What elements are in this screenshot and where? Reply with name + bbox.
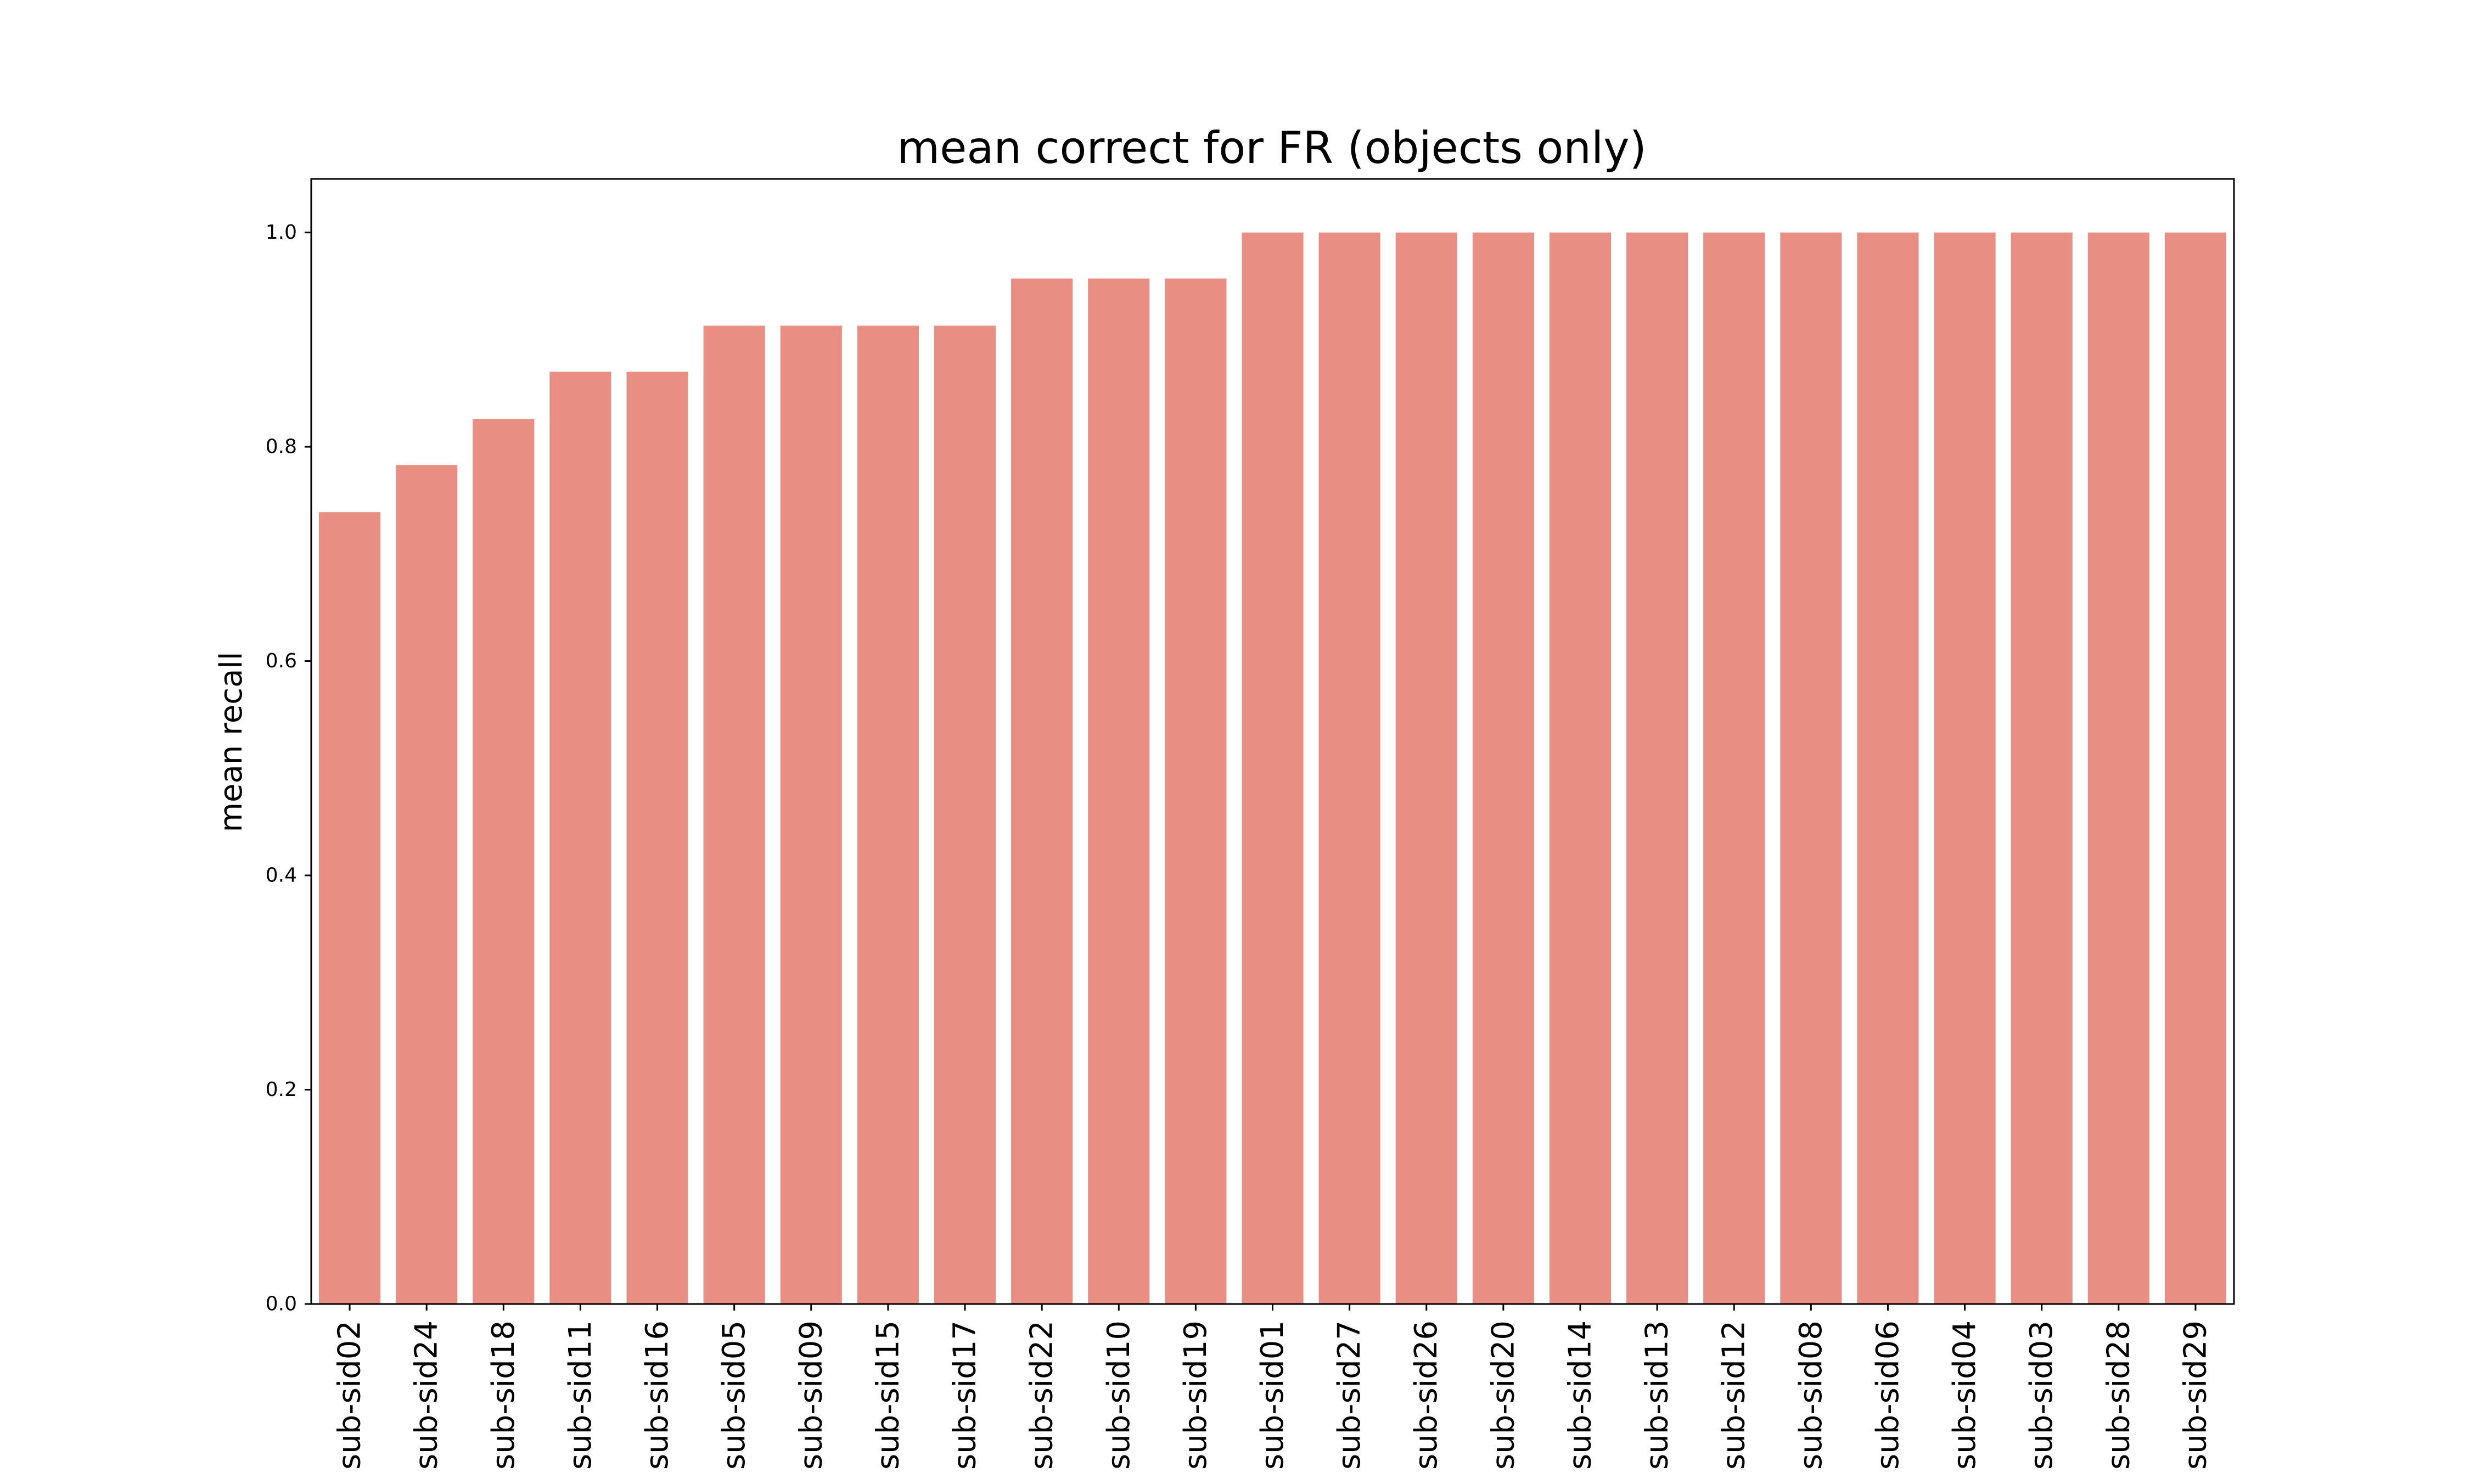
bar-sub-sid19: [1165, 278, 1227, 1305]
bar-sub-sid18: [473, 419, 535, 1305]
x-tick-label: sub-sid05: [716, 1320, 752, 1470]
y-tick-label: 1.0: [266, 221, 297, 244]
x-axis: sub-sid02 sub-sid24 sub-sid18 sub-sid11 sub-…: [332, 1304, 2213, 1470]
x-tick-label: sub-sid29: [2177, 1320, 2213, 1470]
x-tick-label: sub-sid14: [1562, 1320, 1598, 1470]
x-tick-label: sub-sid26: [1408, 1320, 1444, 1470]
x-tick-label: sub-sid03: [2024, 1320, 2059, 1470]
bar-sub-sid05: [703, 325, 765, 1304]
x-tick-label: sub-sid18: [486, 1320, 521, 1470]
bar-sub-sid12: [1703, 232, 1765, 1305]
x-tick-label: sub-sid24: [409, 1320, 445, 1470]
bar-sub-sid27: [1318, 232, 1380, 1305]
y-axis-title: mean recall: [214, 651, 249, 832]
bar-sub-sid02: [319, 512, 381, 1305]
y-axis: 0.0 0.2 0.4 0.6 0.8 1.0: [266, 221, 311, 1316]
x-tick-label: sub-sid01: [1255, 1320, 1290, 1470]
bar-sub-sid13: [1626, 232, 1688, 1305]
x-tick-label: sub-sid11: [563, 1320, 598, 1470]
x-tick-label: sub-sid28: [2101, 1320, 2136, 1470]
plot-frame: [310, 178, 2235, 1305]
bar-sub-sid26: [1395, 232, 1457, 1305]
bar-sub-sid16: [626, 372, 688, 1304]
bar-sub-sid03: [2011, 232, 2073, 1305]
bar-sub-sid10: [1088, 278, 1150, 1305]
x-tick-label: sub-sid12: [1716, 1320, 1752, 1470]
x-tick-label: sub-sid16: [639, 1320, 675, 1470]
y-tick-label: 0.4: [266, 864, 297, 887]
x-tick-label: sub-sid27: [1332, 1320, 1367, 1470]
y-tick-label: 0.2: [266, 1078, 297, 1101]
y-tick-label: 0.0: [266, 1293, 297, 1316]
bar-sub-sid01: [1242, 232, 1304, 1305]
bar-sub-sid04: [1934, 232, 1996, 1305]
x-tick-label: sub-sid09: [793, 1320, 829, 1470]
bar-sub-sid08: [1780, 232, 1842, 1305]
x-tick-label: sub-sid10: [1101, 1320, 1137, 1470]
bar-sub-sid14: [1549, 232, 1612, 1305]
bar-sub-sid15: [857, 325, 919, 1304]
bar-sub-sid06: [1857, 232, 1919, 1305]
x-tick-label: sub-sid17: [947, 1320, 983, 1470]
x-tick-label: sub-sid15: [870, 1320, 906, 1470]
bar-sub-sid28: [2087, 232, 2149, 1305]
x-tick-label: sub-sid08: [1793, 1320, 1829, 1470]
x-tick-label: sub-sid22: [1024, 1320, 1060, 1470]
y-tick-label: 0.8: [266, 436, 297, 458]
x-tick-label: sub-sid02: [332, 1320, 368, 1470]
y-tick-label: 0.6: [266, 650, 297, 672]
bar-sub-sid17: [934, 325, 996, 1304]
bar-sub-sid22: [1011, 278, 1073, 1305]
bar-sub-sid09: [780, 325, 842, 1304]
x-tick-label: sub-sid04: [1947, 1320, 1983, 1470]
bar-sub-sid24: [396, 465, 458, 1305]
bar-sub-sid20: [1472, 232, 1534, 1305]
x-tick-label: sub-sid19: [1178, 1320, 1214, 1470]
bar-sub-sid11: [549, 372, 611, 1304]
bars-group: [319, 232, 2226, 1305]
bar-sub-sid29: [2164, 232, 2226, 1305]
x-tick-label: sub-sid06: [1870, 1320, 1906, 1470]
x-tick-label: sub-sid20: [1485, 1320, 1521, 1470]
x-tick-label: sub-sid13: [1640, 1320, 1675, 1470]
chart-title: mean correct for FR (objects only): [897, 122, 1647, 173]
